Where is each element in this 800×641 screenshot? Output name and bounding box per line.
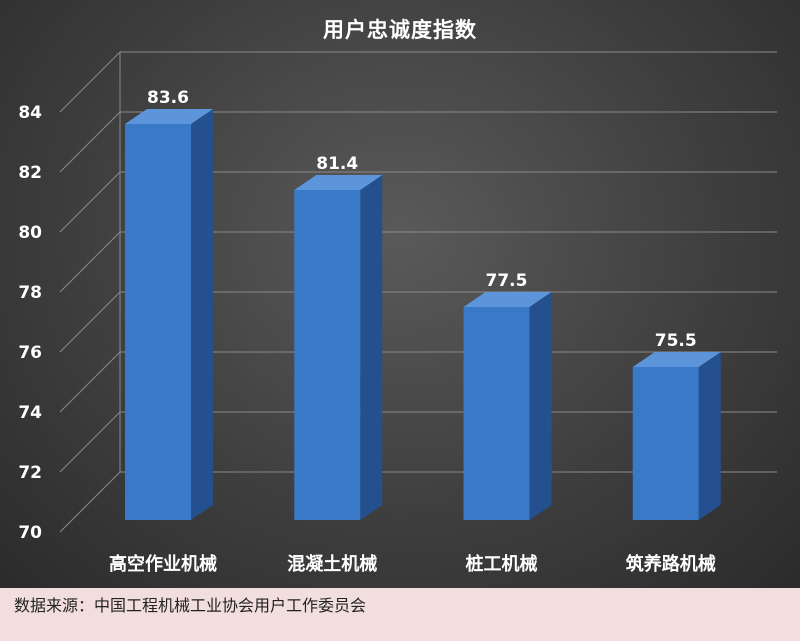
- y-tick-label: 74: [18, 403, 42, 423]
- source-note: 数据来源：中国工程机械工业协会用户工作委员会: [0, 588, 800, 641]
- gridline-diagonal: [59, 411, 121, 473]
- bar-chart: 70 72 74 76 78 80 82 84 83.6 高空作业机械 81.4 混凝土机械 77.5 桩…: [18, 51, 777, 575]
- bar-side: [191, 109, 213, 520]
- y-tick-label: 70: [18, 523, 42, 543]
- bar: [294, 190, 361, 520]
- x-tick-label: 筑养路机械: [626, 553, 716, 575]
- x-tick-label: 桩工机械: [466, 553, 538, 575]
- gridline-diagonal: [59, 291, 121, 353]
- gridline-diagonal: [59, 111, 121, 173]
- x-tick-label: 高空作业机械: [109, 553, 217, 575]
- chart-area: 70 72 74 76 78 80 82 84 83.6 高空作业机械 81.4 混凝土机械 77.5 桩…: [0, 0, 800, 588]
- y-tick-label: 72: [18, 463, 42, 483]
- bar-top: [463, 292, 552, 307]
- bar: [125, 124, 191, 520]
- data-label: 83.6: [147, 88, 189, 108]
- gridline-diagonal: [59, 231, 121, 293]
- bar-side: [529, 292, 552, 520]
- bar: [632, 367, 699, 520]
- bar-top: [294, 175, 383, 190]
- y-tick-label: 84: [18, 103, 42, 123]
- gridline-diagonal: [59, 51, 121, 113]
- gridline-diagonal: [59, 471, 121, 533]
- bar-side: [698, 352, 721, 520]
- chart-title: 用户忠诚度指数: [323, 18, 477, 42]
- y-tick-label: 78: [18, 283, 42, 303]
- gridline-diagonal: [59, 171, 121, 233]
- data-label: 75.5: [655, 331, 697, 351]
- data-label: 77.5: [486, 271, 528, 291]
- bar-top: [125, 109, 213, 124]
- data-label: 81.4: [316, 154, 358, 174]
- bar-top: [632, 352, 721, 367]
- x-tick-label: 混凝土机械: [287, 553, 377, 575]
- y-tick-label: 82: [18, 163, 42, 183]
- gridline-diagonal: [59, 351, 121, 413]
- y-tick-label: 76: [18, 343, 42, 363]
- bar: [463, 307, 530, 520]
- y-tick-label: 80: [18, 223, 42, 243]
- bar-side: [360, 175, 383, 521]
